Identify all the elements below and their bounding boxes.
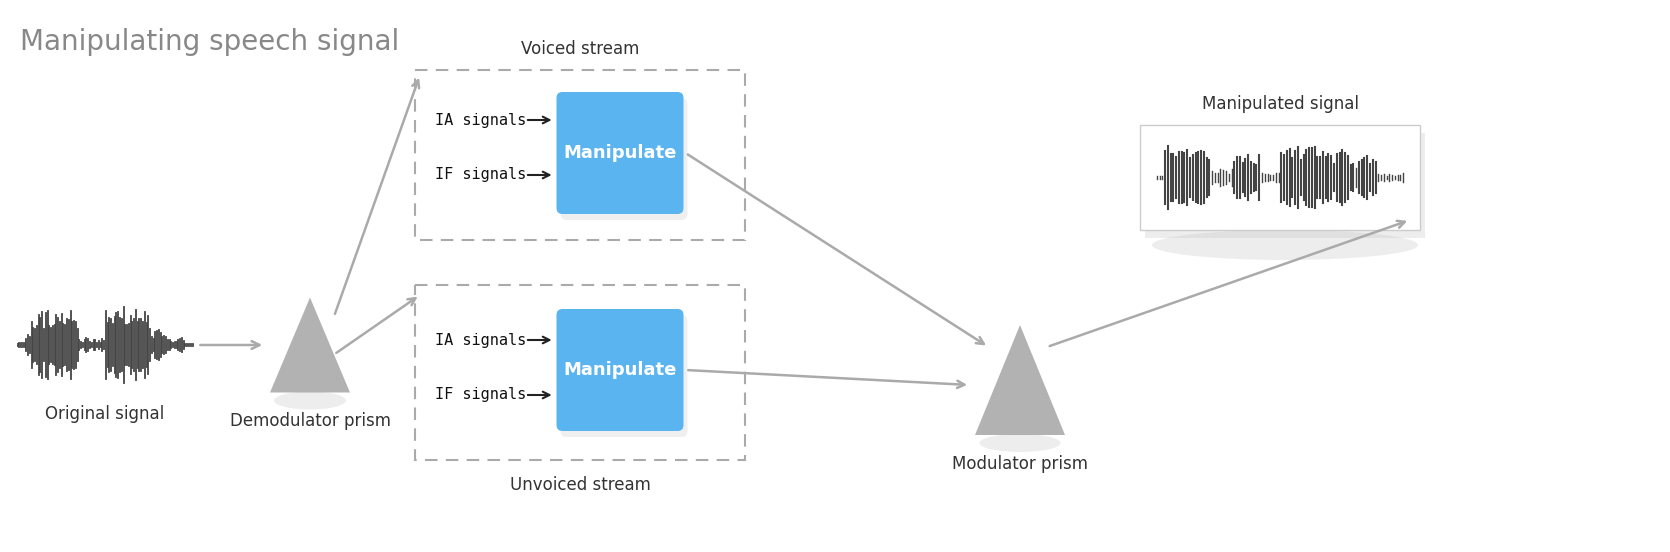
Text: Manipulated signal: Manipulated signal bbox=[1201, 95, 1358, 113]
Polygon shape bbox=[975, 325, 1065, 435]
Text: IF signals: IF signals bbox=[434, 388, 526, 402]
Text: Modulator prism: Modulator prism bbox=[952, 455, 1087, 473]
Text: Unvoiced stream: Unvoiced stream bbox=[509, 476, 650, 494]
Text: IA signals: IA signals bbox=[434, 113, 526, 128]
Bar bbox=[1141, 125, 1420, 230]
Text: Demodulator prism: Demodulator prism bbox=[229, 412, 391, 431]
Text: IA signals: IA signals bbox=[434, 332, 526, 348]
Text: IF signals: IF signals bbox=[434, 167, 526, 183]
Text: Manipulate: Manipulate bbox=[563, 361, 676, 379]
Text: Manipulating speech signal: Manipulating speech signal bbox=[20, 28, 399, 56]
Bar bbox=[416, 285, 745, 460]
Text: Manipulate: Manipulate bbox=[563, 144, 676, 162]
Text: Original signal: Original signal bbox=[45, 405, 165, 423]
FancyBboxPatch shape bbox=[561, 98, 688, 220]
Ellipse shape bbox=[1152, 230, 1418, 260]
FancyBboxPatch shape bbox=[556, 309, 683, 431]
Text: Voiced stream: Voiced stream bbox=[521, 40, 640, 58]
FancyBboxPatch shape bbox=[561, 315, 688, 437]
Ellipse shape bbox=[980, 434, 1060, 452]
FancyBboxPatch shape bbox=[556, 92, 683, 214]
Ellipse shape bbox=[274, 391, 346, 410]
Bar bbox=[416, 70, 745, 240]
Polygon shape bbox=[271, 298, 351, 392]
FancyBboxPatch shape bbox=[1146, 133, 1425, 238]
